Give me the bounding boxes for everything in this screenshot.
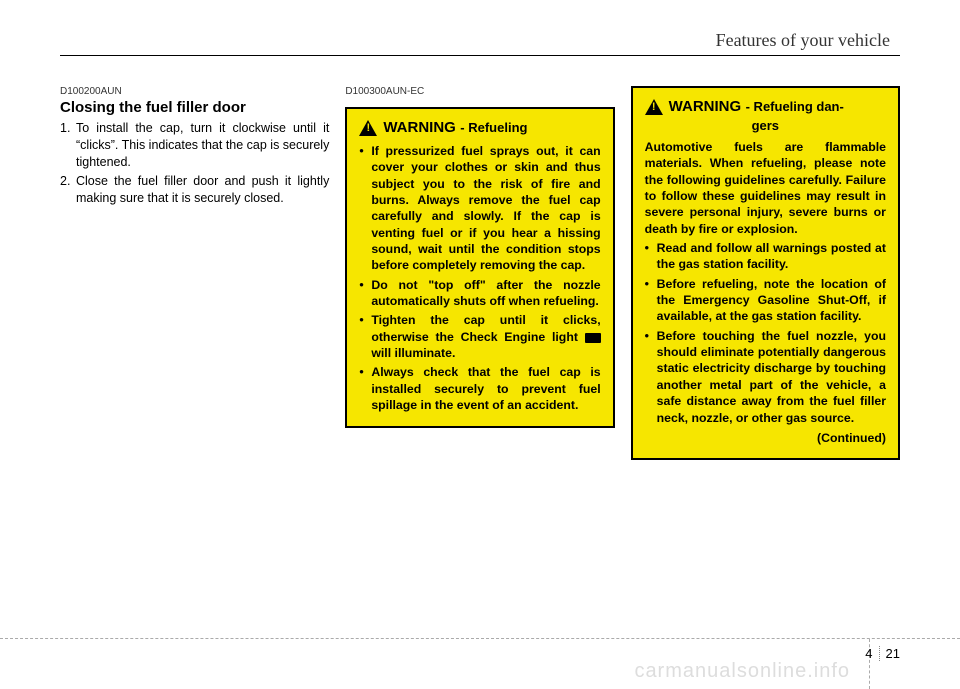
bullet-marker: • [359,277,371,310]
bullet-item: • Always check that the fuel cap is inst… [359,364,600,413]
warning-refueling: WARNING - Refueling • If pressurized fue… [345,107,614,428]
warning-label: WARNING [383,119,456,136]
warning-triangle-icon [359,120,377,136]
bullet-marker: • [359,364,371,413]
warning-body: Automotive fuels are flammable materials… [645,139,886,446]
bullet-item: • Read and follow all warnings posted at… [645,240,886,273]
bullet-marker: • [645,240,657,273]
list-item: 1. To install the cap, turn it clockwise… [60,120,329,171]
chapter-number: 4 [865,646,879,661]
bullet-text: Do not "top off" after the nozzle automa… [371,277,600,310]
warning-intro: Automotive fuels are flammable materials… [645,139,886,237]
bullet-marker: • [645,328,657,426]
list-number: 2. [60,173,76,207]
warning-refueling-dangers: WARNING - Refueling dan- gers Automotive… [631,86,900,460]
bullet-item: • Before refueling, note the location of… [645,276,886,325]
warning-subtitle: - Refueling [460,120,527,135]
list-item: 2. Close the fuel filler door and push i… [60,173,329,207]
closing-door-steps: 1. To install the cap, turn it clockwise… [60,120,329,206]
bullet-item: • Do not "top off" after the nozzle auto… [359,277,600,310]
warning-header: WARNING - Refueling dan- [645,98,886,116]
bullet-text: Before touching the fuel nozzle, you sho… [657,328,886,426]
manual-page: Features of your vehicle D100200AUN Clos… [0,0,960,460]
bullet-item: • Before touching the fuel nozzle, you s… [645,328,886,426]
content-columns: D100200AUN Closing the fuel filler door … [60,86,900,460]
bullet-text: Tighten the cap until it clicks, otherwi… [371,312,600,361]
closing-door-heading: Closing the fuel filler door [60,99,329,116]
header-rule [60,55,900,56]
doc-code: D100300AUN-EC [345,86,614,97]
bullet-text: If pressurized fuel sprays out, it can c… [371,143,600,274]
warning-subtitle-line2: gers [645,118,886,133]
warning-header: WARNING - Refueling [359,119,600,137]
bullet-item: • Tighten the cap until it clicks, other… [359,312,600,361]
column-2: D100300AUN-EC WARNING - Refueling • If p… [345,86,614,460]
footer-dotted-line-h [0,638,960,639]
bullet-text: Read and follow all warnings posted at t… [657,240,886,273]
list-text: To install the cap, turn it clockwise un… [76,120,329,171]
bullet-marker: • [645,276,657,325]
section-title: Features of your vehicle [716,30,890,50]
page-header: Features of your vehicle [60,30,900,51]
continued-label: (Continued) [645,430,886,446]
column-1: D100200AUN Closing the fuel filler door … [60,86,329,460]
bullet-item: • If pressurized fuel sprays out, it can… [359,143,600,274]
page-number: 21 [886,646,900,661]
list-text: Close the fuel filler door and push it l… [76,173,329,207]
warning-triangle-icon [645,99,663,115]
warning-subtitle: - Refueling dan- [746,99,844,114]
list-number: 1. [60,120,76,171]
warning-body: • If pressurized fuel sprays out, it can… [359,143,600,414]
bullet-text: Always check that the fuel cap is instal… [371,364,600,413]
bullet-text: Before refueling, note the location of t… [657,276,886,325]
bullet-marker: • [359,143,371,274]
watermark: carmanualsonline.info [634,660,850,683]
doc-code: D100200AUN [60,86,329,97]
warning-label: WARNING [669,98,742,115]
column-3: WARNING - Refueling dan- gers Automotive… [631,86,900,460]
check-engine-icon [585,333,601,343]
bullet-marker: • [359,312,371,361]
page-footer: 4 21 [865,646,900,661]
